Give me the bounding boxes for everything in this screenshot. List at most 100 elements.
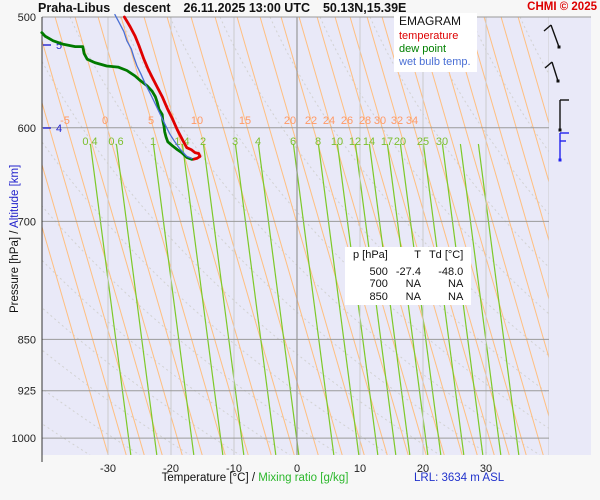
legend-item-temperature: temperature bbox=[399, 30, 459, 42]
dry-adiabat-line bbox=[236, 17, 365, 455]
title-datetime: 26.11.2025 13:00 UTC bbox=[183, 1, 310, 15]
title-sounding-type: descent bbox=[123, 1, 171, 15]
mixing-ratio-label: 10 bbox=[331, 136, 343, 148]
table-cell: -27.4 bbox=[395, 265, 421, 278]
wind-barb-station-dot bbox=[557, 45, 561, 49]
table-cell: NA bbox=[405, 290, 421, 303]
mixing-ratio-line bbox=[292, 143, 335, 455]
curve-temperature bbox=[123, 15, 202, 161]
altitude-tick-label: 4 bbox=[56, 123, 62, 135]
wet-adiabat-line bbox=[419, 17, 549, 215]
y-axis-title: Pressure [hPa] / Altitude [km] bbox=[9, 165, 21, 313]
mixing-ratio-line bbox=[477, 143, 520, 455]
mixing-ratio-label: 3 bbox=[232, 136, 238, 148]
wet-adiabat-line bbox=[469, 17, 549, 153]
wind-barb-station-dot bbox=[558, 158, 562, 162]
wind-barb bbox=[544, 61, 560, 83]
temperature-tick-label: 30 bbox=[480, 463, 492, 475]
dry-adiabat-line bbox=[466, 17, 549, 302]
page-title: Praha-Libus descent 26.11.2025 13:00 UTC 50… bbox=[38, 1, 406, 15]
legend-item-wetbulb: wet bulb temp. bbox=[399, 56, 471, 68]
dry-adiabat-line bbox=[120, 17, 249, 455]
mixing-ratio-line bbox=[115, 143, 158, 455]
wind-barb bbox=[558, 99, 569, 132]
mixing-ratio-line bbox=[152, 143, 195, 455]
table-cell: 850 bbox=[369, 290, 388, 303]
x-axis-title: Temperature [°C] / Mixing ratio [g/kg] bbox=[90, 472, 420, 484]
mixing-ratio-label: 2 bbox=[200, 136, 206, 148]
mixing-ratio-label: 8 bbox=[315, 136, 321, 148]
dry-adiabat-line bbox=[381, 17, 510, 455]
dry-adiabat-label: 0 bbox=[102, 115, 108, 127]
mixing-ratio-label: 17 bbox=[381, 136, 393, 148]
wind-barb-station-dot bbox=[556, 79, 560, 83]
dry-adiabat-line bbox=[42, 101, 145, 455]
x-axis-title-temperature: Temperature [°C] bbox=[161, 472, 249, 484]
dry-adiabat-line bbox=[334, 17, 463, 455]
mixing-ratio-label: 0.6 bbox=[108, 136, 123, 148]
mixing-ratio-label: 6 bbox=[290, 136, 296, 148]
mixing-ratio-line bbox=[459, 143, 502, 455]
table-cell: 700 bbox=[369, 278, 388, 290]
mixing-ratio-label: 30 bbox=[436, 136, 448, 148]
y-axis-title-altitude: Altitude [km] bbox=[9, 164, 21, 228]
mixing-ratio-line bbox=[234, 143, 277, 455]
dry-adiabat-line bbox=[42, 163, 127, 455]
dry-adiabat-label: 28 bbox=[359, 115, 371, 127]
grid-lines bbox=[42, 17, 549, 455]
pressure-tick-label: 500 bbox=[18, 12, 36, 24]
mixing-ratio-line bbox=[89, 143, 132, 455]
table-cell: 500 bbox=[369, 265, 388, 278]
wet-adiabat-line bbox=[219, 17, 549, 395]
dry-adiabat-label: 34 bbox=[406, 115, 418, 127]
dry-adiabat-line bbox=[166, 17, 295, 455]
curve-wet-bulb-temp- bbox=[114, 13, 193, 160]
temperature-tick-label: -30 bbox=[100, 463, 116, 475]
wet-adiabat-line bbox=[169, 17, 549, 429]
mixing-ratio-line bbox=[257, 143, 300, 455]
pressure-tick-label: 1000 bbox=[12, 433, 36, 445]
temperature-tick-label: 10 bbox=[354, 463, 366, 475]
dry-adiabat-line bbox=[449, 17, 549, 360]
mixing-ratio-label: 1 bbox=[150, 136, 156, 148]
wet-adiabat-line bbox=[42, 205, 341, 455]
wet-adiabat-line bbox=[42, 349, 191, 455]
dry-adiabat-line bbox=[483, 17, 549, 243]
curve-dew-point bbox=[40, 31, 194, 161]
dry-adiabat-line bbox=[298, 17, 427, 455]
dry-adiabat-label: 22 bbox=[305, 115, 317, 127]
mixing-ratio-line bbox=[317, 143, 360, 455]
mixing-ratio-line bbox=[181, 143, 224, 455]
pressure-tick-label: 600 bbox=[18, 123, 36, 135]
y-axis-title-separator: / bbox=[9, 227, 21, 237]
mixing-ratio-label: 14 bbox=[363, 136, 375, 148]
table-header-row: p [hPa] T Td [°C] bbox=[349, 249, 467, 266]
mixing-ratio-label: 25 bbox=[417, 136, 429, 148]
y-axis-title-pressure: Pressure [hPa] bbox=[9, 236, 21, 313]
x-axis-title-mixing-ratio: Mixing ratio [g/kg] bbox=[258, 472, 349, 484]
table-row: 500 -27.4 -48.0 bbox=[349, 266, 467, 279]
table-cell: NA bbox=[448, 290, 464, 303]
dry-adiabat-line bbox=[259, 17, 388, 455]
dry-adiabat-line bbox=[500, 17, 549, 184]
mixing-ratio-label: 4 bbox=[255, 136, 261, 148]
dry-adiabat-label: 32 bbox=[391, 115, 403, 127]
dry-adiabat-label: 15 bbox=[239, 115, 251, 127]
title-station: Praha-Libus bbox=[38, 1, 111, 15]
mixing-ratio-label: 0.4 bbox=[82, 136, 97, 148]
dry-adiabat-line bbox=[97, 17, 226, 455]
pressure-tick-label: 850 bbox=[18, 334, 36, 346]
dry-adiabat-line bbox=[398, 17, 527, 455]
temperature-tick-label: -10 bbox=[226, 463, 242, 475]
wet-adiabat-line bbox=[42, 140, 391, 455]
dry-adiabat-line bbox=[432, 17, 549, 419]
dry-adiabat-line bbox=[280, 17, 409, 455]
legend-heading: EMAGRAM bbox=[399, 14, 462, 28]
wind-barb-station-dot bbox=[558, 128, 562, 132]
wet-adiabat-line bbox=[42, 259, 291, 455]
table-header-temperature: T bbox=[414, 249, 421, 261]
mixing-ratio-line bbox=[202, 143, 245, 455]
dry-adiabat-label: 24 bbox=[323, 115, 335, 127]
dry-adiabat-label: 5 bbox=[148, 115, 154, 127]
